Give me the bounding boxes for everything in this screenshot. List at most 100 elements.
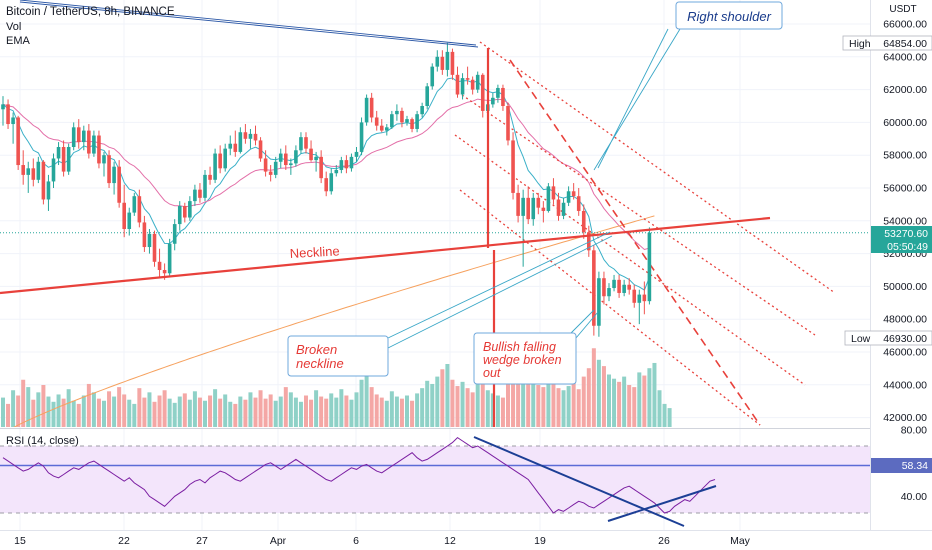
candle-body	[465, 78, 470, 80]
volume-bar	[41, 385, 46, 427]
volume-bar	[309, 399, 314, 427]
candle-body	[243, 132, 248, 139]
volume-bar	[455, 386, 460, 427]
high-value: 64854.00	[883, 38, 927, 50]
candle-body	[152, 233, 157, 262]
broken-neckline-text-2: neckline	[296, 356, 344, 371]
currency-label: USDT	[889, 4, 916, 15]
volume-bar	[369, 387, 374, 427]
channel-line[interactable]	[461, 94, 816, 336]
rsi-trendlines	[473, 436, 717, 527]
candle-body	[31, 168, 36, 180]
volume-bar	[586, 368, 591, 427]
candle-body	[268, 171, 273, 175]
broken-neckline-callout[interactable]: Broken neckline	[287, 335, 389, 377]
volume-bar	[66, 389, 71, 427]
volume-bar	[667, 408, 672, 427]
volume-bar	[203, 400, 207, 427]
volume-bar	[349, 399, 354, 427]
candle-body	[374, 117, 379, 126]
candle-body	[339, 160, 344, 170]
last-price-value: 53270.60	[884, 228, 928, 240]
volume-bar	[571, 382, 576, 427]
volume-bar	[253, 397, 258, 427]
volume-legend[interactable]: Vol	[6, 21, 21, 33]
price-tick-label: 54000.00	[883, 215, 927, 227]
volume-bar	[293, 397, 298, 427]
wedge-text-2: wedge broken	[483, 353, 562, 367]
candle-body	[97, 135, 101, 164]
volume-bar	[76, 403, 81, 427]
volume-bar	[500, 397, 505, 427]
volume-bar	[465, 388, 470, 427]
volume-bar	[601, 366, 606, 427]
candle-body	[581, 210, 586, 233]
candle-body	[193, 189, 197, 202]
price-tick-label: 64000.00	[883, 51, 927, 63]
candle-body	[21, 165, 25, 175]
rsi-line	[2, 436, 716, 514]
volume-bar	[152, 401, 157, 427]
candle-body	[587, 232, 591, 251]
candle-body	[344, 160, 349, 169]
candle-body	[369, 97, 374, 118]
price-axis[interactable]	[870, 0, 932, 530]
channel-line[interactable]	[459, 189, 761, 426]
rsi-up-trendline[interactable]	[607, 485, 717, 522]
volume-bar	[662, 403, 667, 427]
candle-body	[142, 222, 147, 248]
volume-bar	[258, 390, 263, 427]
neckline-label: Neckline	[289, 243, 340, 261]
rsi-legend[interactable]: RSI (14, close)	[6, 435, 79, 447]
price-tick-label: 48000.00	[883, 314, 927, 326]
candle-body	[364, 97, 369, 123]
candle-body	[314, 156, 318, 161]
volume-bar	[112, 396, 117, 427]
volume-bar	[435, 376, 440, 427]
ema-mid-line	[2, 98, 650, 251]
candle-body	[627, 284, 631, 290]
price-tick-label: 50000.00	[883, 281, 927, 293]
candle-body	[430, 66, 435, 87]
volume-bar	[61, 398, 66, 427]
volume-bar	[470, 392, 475, 427]
volume-bar	[339, 389, 344, 427]
volume-bar	[16, 395, 21, 427]
wedge-line[interactable]	[509, 59, 761, 426]
time-tick-label: 22	[118, 535, 130, 547]
candle-body	[576, 196, 581, 211]
main-pane-background[interactable]	[0, 0, 870, 427]
candle-body	[263, 158, 268, 172]
falling-wedge-callout[interactable]: Bullish falling wedge broken out	[473, 332, 577, 385]
time-axis[interactable]	[0, 530, 870, 550]
volume-bar	[652, 362, 657, 427]
volume-bar	[440, 369, 445, 427]
candle-body	[6, 104, 10, 125]
time-tick-label: 6	[353, 535, 359, 547]
low-label: Low	[851, 333, 871, 345]
symbol-title[interactable]: Bitcoin / TetherUS, 8h, BINANCE	[6, 6, 175, 18]
ema-legend[interactable]: EMA	[6, 35, 31, 47]
neckline-line[interactable]	[0, 216, 771, 295]
volume-bar	[394, 396, 399, 427]
price-tick-label: 62000.00	[883, 84, 927, 96]
candle-body	[218, 153, 222, 169]
price-tick-label: 44000.00	[883, 379, 927, 391]
candle-body	[435, 56, 440, 67]
volume-bar	[36, 392, 41, 427]
rsi-down-trendline[interactable]	[473, 436, 685, 527]
right-shoulder-callout[interactable]: Right shoulder	[675, 1, 783, 30]
volume-bar	[420, 388, 425, 427]
right-shoulder-pointer	[593, 28, 681, 171]
volume-bar	[21, 379, 26, 427]
candle-body	[632, 289, 637, 303]
candle-body	[167, 243, 172, 274]
volume-bar	[238, 396, 243, 427]
high-label: High	[849, 38, 871, 50]
volume-bar	[278, 396, 283, 427]
candle-body	[248, 133, 253, 139]
candle-body	[531, 197, 536, 220]
volume-bar	[415, 393, 420, 427]
volume-bar	[248, 392, 253, 427]
volume-bar	[425, 380, 430, 427]
